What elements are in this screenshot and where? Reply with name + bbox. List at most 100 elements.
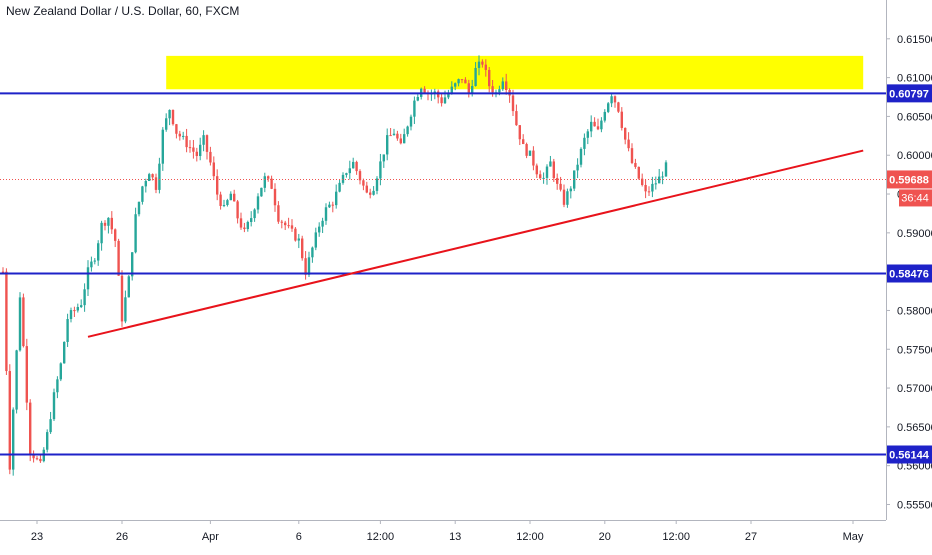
current-price-label-bg: [887, 170, 932, 189]
candle-body: [542, 177, 545, 179]
x-tick-label: 12:00: [516, 531, 544, 543]
candle-body: [573, 170, 576, 189]
candle-body: [144, 181, 147, 187]
candle-body: [545, 166, 549, 178]
candle-body: [637, 166, 640, 179]
candle-body: [515, 111, 518, 126]
candle-body: [396, 133, 399, 139]
candle-body: [117, 240, 120, 276]
resistance-zone: [166, 55, 864, 90]
candle-body: [178, 133, 181, 137]
candle-body: [195, 151, 198, 157]
candle-body: [535, 165, 538, 175]
candle-body: [103, 222, 107, 226]
candle-body: [413, 100, 416, 117]
candle-body: [501, 81, 504, 90]
candle-body: [345, 173, 348, 175]
candle-body: [335, 191, 338, 206]
candle-body: [437, 91, 440, 98]
candle-body: [39, 458, 42, 462]
candle-body: [307, 257, 311, 275]
candle-body: [32, 453, 35, 459]
x-tick-label: 20: [599, 531, 611, 543]
candle-body: [481, 61, 484, 65]
candle-body: [596, 126, 600, 130]
countdown-label-bg: [899, 189, 932, 207]
candle-body: [525, 144, 528, 156]
candle-body: [447, 93, 450, 98]
candle-body: [233, 193, 236, 202]
candle-body: [341, 174, 345, 183]
candle-body: [100, 222, 103, 244]
candle-body: [440, 97, 443, 104]
candle-body: [311, 247, 314, 258]
candle-body: [73, 310, 76, 312]
candle-body: [137, 201, 141, 215]
candle-body: [154, 177, 158, 190]
candle-body: [552, 161, 555, 179]
candle-body: [263, 176, 266, 188]
candle-body: [661, 176, 664, 178]
candle-body: [620, 111, 623, 128]
candle-body: [464, 79, 467, 84]
candle-body: [338, 182, 341, 192]
candle-body: [644, 184, 647, 192]
candle-body: [532, 150, 535, 166]
candle-body: [90, 261, 93, 268]
candle-body: [562, 189, 566, 205]
candle-body: [212, 162, 215, 177]
candle-body: [369, 192, 372, 195]
candle-body: [613, 96, 617, 103]
candle-body: [124, 297, 127, 322]
candle-body: [610, 96, 613, 104]
current-price-label: 0.59688: [889, 174, 929, 186]
candle-body: [539, 174, 542, 179]
candle-body: [314, 232, 317, 248]
candle-body: [199, 144, 202, 157]
candle-body: [114, 229, 117, 241]
candle-body: [219, 194, 222, 206]
level-label: 0.60797: [889, 88, 929, 100]
x-tick-label: Apr: [202, 531, 219, 543]
candle-body: [168, 109, 171, 119]
candle-body: [158, 163, 161, 190]
candle-body: [556, 178, 559, 184]
candle-body: [559, 183, 562, 190]
candle-body: [239, 218, 243, 228]
candle-body: [260, 187, 263, 197]
candle-body: [586, 131, 589, 138]
candle-body: [171, 109, 175, 125]
candle-body: [63, 341, 66, 364]
candle-body: [59, 363, 62, 380]
x-tick-label: 12:00: [662, 531, 690, 543]
candle-body: [600, 120, 603, 130]
candle-body: [358, 171, 362, 181]
candle-body: [8, 371, 11, 470]
candle-body: [277, 205, 280, 222]
candle-body: [151, 174, 154, 178]
candle-body: [352, 161, 355, 169]
candle-body: [454, 83, 457, 87]
level-label: 0.58476: [889, 269, 929, 281]
x-tick-label: 6: [296, 531, 302, 543]
level-label-bg: [887, 84, 932, 103]
candle-body: [372, 190, 375, 195]
candle-body: [22, 297, 25, 347]
candle-body: [389, 135, 392, 137]
candle-body: [226, 200, 229, 205]
candle-body: [318, 226, 321, 233]
candle-body: [522, 139, 525, 145]
candle-body: [1, 271, 5, 273]
candle-body: [617, 102, 620, 112]
candle-body: [664, 162, 668, 177]
candle-body: [477, 61, 481, 68]
candle-body: [131, 252, 134, 277]
candle-body: [423, 88, 426, 93]
candle-body: [12, 409, 15, 470]
candle-body: [593, 121, 596, 127]
